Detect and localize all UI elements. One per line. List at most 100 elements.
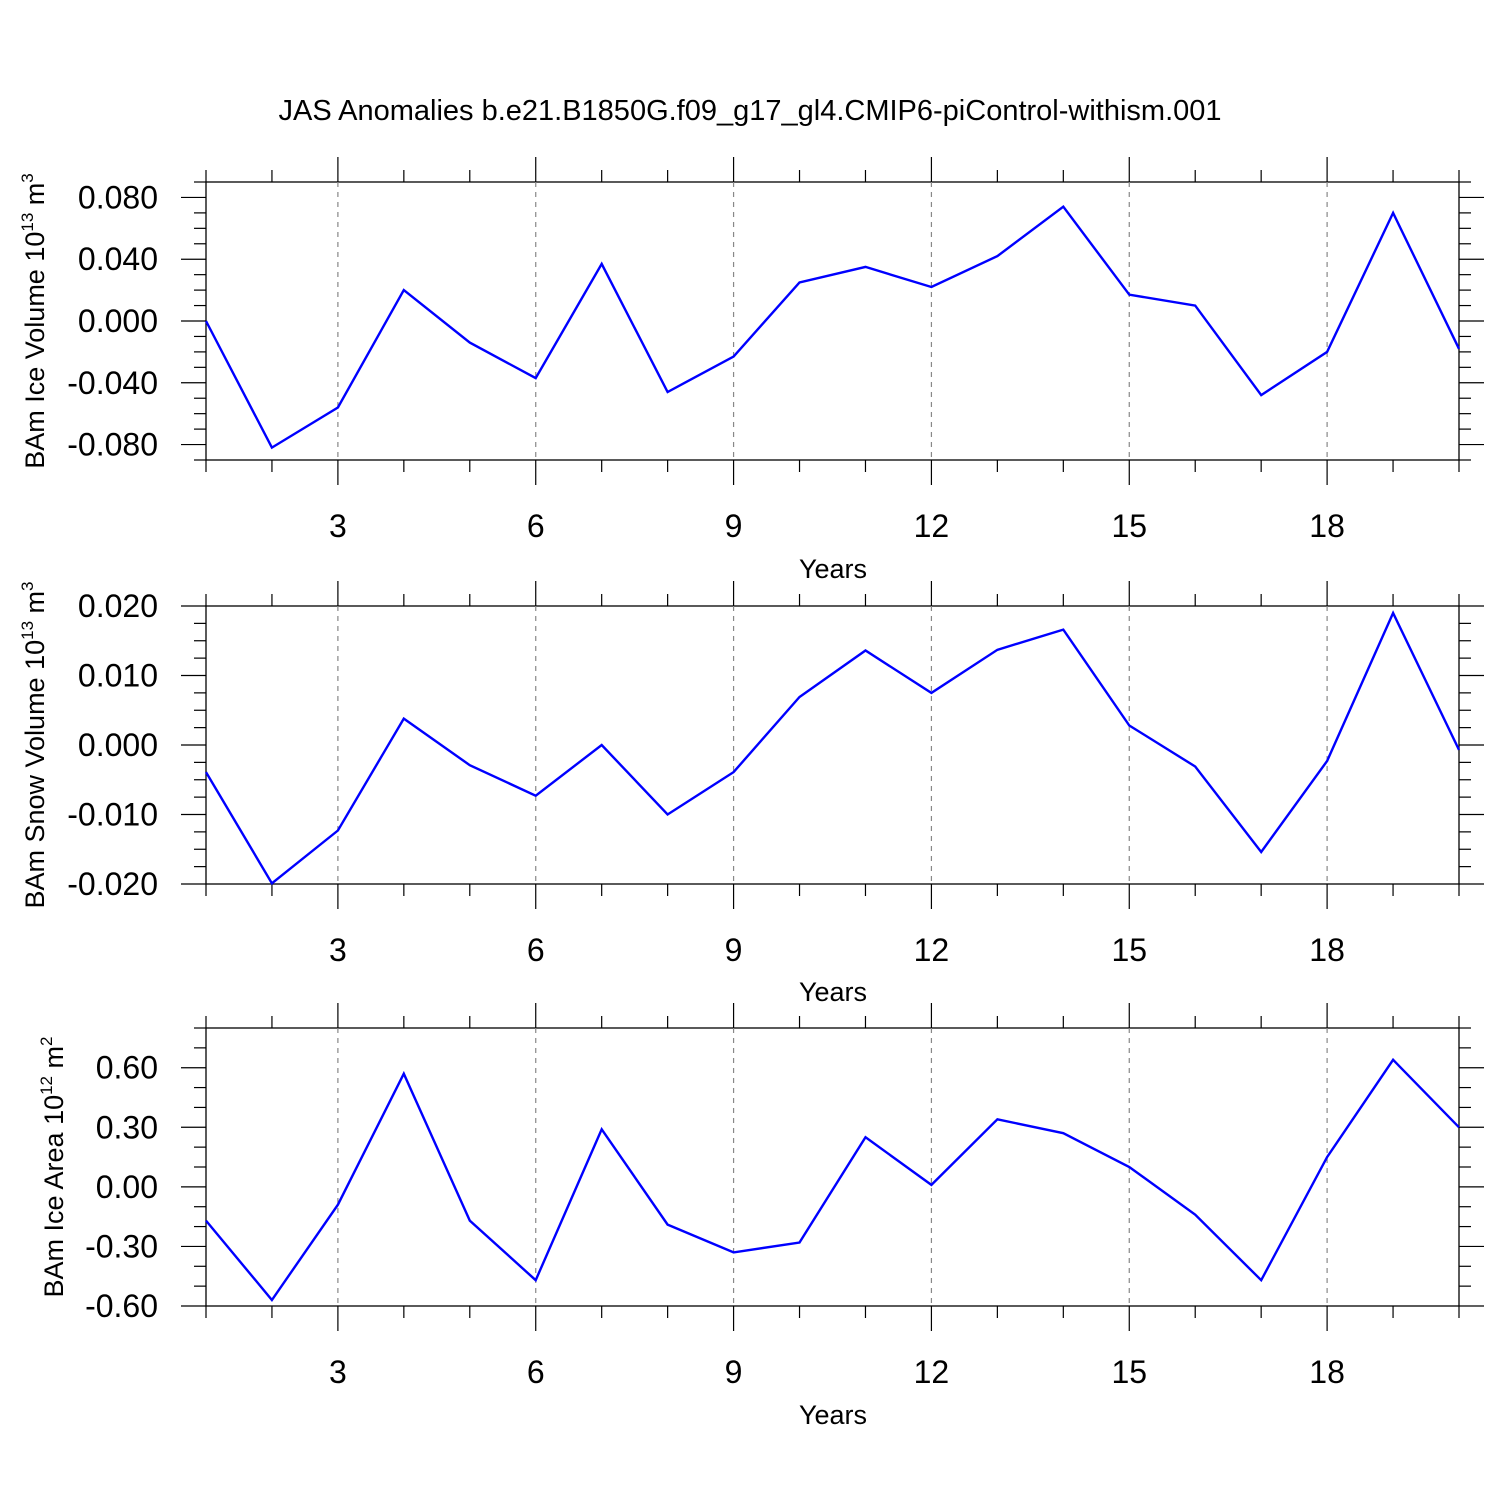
data-point xyxy=(1062,206,1064,208)
data-point xyxy=(271,882,273,884)
data-point xyxy=(337,406,339,408)
x-tick-label: 18 xyxy=(1309,932,1345,968)
data-point xyxy=(337,1204,339,1206)
tick-labels: 3 6 9 12 15 18 -0.020 -0.010 0.000 0.010 0.020 xyxy=(67,588,1345,968)
data-point xyxy=(600,1128,602,1130)
figure-title: JAS Anomalies b.e21.B1850G.f09_g17_gl4.C… xyxy=(278,95,1221,127)
ice-volume-line xyxy=(204,205,1461,450)
data-point xyxy=(1458,1126,1460,1128)
data-point xyxy=(798,1241,800,1243)
data-point xyxy=(666,813,668,815)
y-tick-label: 0.020 xyxy=(78,588,158,624)
data-point xyxy=(1062,1132,1064,1134)
data-point xyxy=(403,289,405,291)
y-tick-label: -0.60 xyxy=(85,1288,158,1324)
data-point xyxy=(205,771,207,773)
data-point xyxy=(469,764,471,766)
plot-frame xyxy=(205,605,1460,885)
panel-ice-area: 3 6 9 12 15 18 -0.60 -0.30 0.00 0.30 0.60 Years BA… xyxy=(37,1003,1484,1430)
axis-ticks xyxy=(181,1003,1484,1331)
data-point xyxy=(1458,749,1460,751)
x-tick-label: 12 xyxy=(914,1354,950,1390)
data-point xyxy=(1326,1156,1328,1158)
data-point xyxy=(1326,760,1328,762)
data-point xyxy=(1260,851,1262,853)
data-point xyxy=(1194,1213,1196,1215)
x-tick-label: 18 xyxy=(1309,508,1345,544)
data-point xyxy=(337,829,339,831)
data-point xyxy=(600,744,602,746)
axis-ticks xyxy=(181,157,1484,485)
y-axis-label: BAm Snow Volume 1013 m3 xyxy=(18,581,50,908)
data-point xyxy=(271,1299,273,1301)
panel-snow-volume: 3 6 9 12 15 18 -0.020 -0.010 0.000 0.010 0.020 Yea… xyxy=(18,581,1484,1007)
data-point xyxy=(535,1279,537,1281)
x-tick-label: 3 xyxy=(329,1354,347,1390)
x-axis-label: Years xyxy=(799,1400,867,1430)
y-tick-label: 0.000 xyxy=(78,303,158,339)
x-tick-label: 6 xyxy=(527,1354,545,1390)
data-point xyxy=(535,795,537,797)
snow-volume-line xyxy=(204,610,1461,886)
panel-ice-volume: 3 6 9 12 15 18 -0.080 -0.040 0.000 0.040 0.080 Yea… xyxy=(18,157,1484,584)
x-tick-label: 9 xyxy=(725,508,743,544)
data-point xyxy=(1260,1279,1262,1281)
y-tick-label: 0.000 xyxy=(78,727,158,763)
x-tick-label: 9 xyxy=(725,932,743,968)
x-axis-label: Years xyxy=(799,977,867,1007)
y-axis-label: BAm Ice Area 1012 m2 xyxy=(37,1036,69,1297)
tick-labels: 3 6 9 12 15 18 -0.080 -0.040 0.000 0.040 0.080 xyxy=(67,179,1345,544)
data-point xyxy=(798,696,800,698)
data-point xyxy=(798,281,800,283)
data-points xyxy=(205,206,1460,449)
x-tick-label: 12 xyxy=(914,932,950,968)
y-tick-label: -0.010 xyxy=(67,797,158,833)
data-point xyxy=(666,1223,668,1225)
y-tick-label: -0.020 xyxy=(67,866,158,902)
data-point xyxy=(1392,212,1394,214)
data-point xyxy=(930,1184,932,1186)
data-point xyxy=(205,1219,207,1221)
y-tick-label: -0.30 xyxy=(85,1228,158,1264)
data-point xyxy=(930,286,932,288)
data-point xyxy=(864,649,866,651)
data-point xyxy=(1326,351,1328,353)
data-point xyxy=(403,717,405,719)
x-gridlines xyxy=(337,182,1328,460)
data-point xyxy=(996,649,998,651)
data-points xyxy=(205,612,1460,885)
y-tick-label: 0.60 xyxy=(96,1050,158,1086)
data-point xyxy=(469,1219,471,1221)
x-tick-label: 18 xyxy=(1309,1354,1345,1390)
x-gridlines xyxy=(337,1028,1328,1306)
plot-frame xyxy=(205,181,1460,461)
data-point xyxy=(535,377,537,379)
data-point xyxy=(996,255,998,257)
x-tick-label: 6 xyxy=(527,932,545,968)
x-tick-label: 15 xyxy=(1111,1354,1147,1390)
data-point xyxy=(1128,724,1130,726)
data-point xyxy=(1128,294,1130,296)
x-tick-label: 3 xyxy=(329,508,347,544)
data-point xyxy=(1392,612,1394,614)
y-tick-label: 0.010 xyxy=(78,658,158,694)
y-tick-label: 0.080 xyxy=(78,179,158,215)
data-point xyxy=(1062,628,1064,630)
y-tick-label: 0.30 xyxy=(96,1109,158,1145)
x-tick-label: 15 xyxy=(1111,508,1147,544)
y-tick-label: -0.040 xyxy=(67,365,158,401)
data-point xyxy=(1194,304,1196,306)
x-tick-label: 12 xyxy=(914,508,950,544)
y-axis-label: BAm Ice Volume 1013 m3 xyxy=(18,173,50,469)
data-point xyxy=(469,341,471,343)
data-point xyxy=(1260,394,1262,396)
tick-labels: 3 6 9 12 15 18 -0.60 -0.30 0.00 0.30 0.60 xyxy=(85,1050,1345,1390)
data-point xyxy=(403,1072,405,1074)
data-point xyxy=(732,355,734,357)
data-point xyxy=(930,692,932,694)
axis-ticks xyxy=(181,581,1484,909)
y-tick-label: 0.040 xyxy=(78,241,158,277)
x-gridlines xyxy=(337,606,1328,884)
data-point xyxy=(1458,348,1460,350)
